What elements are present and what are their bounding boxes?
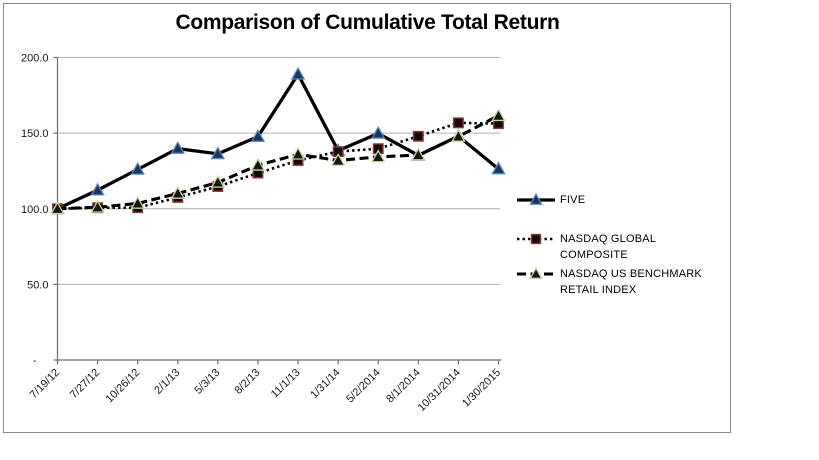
series-marker-2 — [330, 152, 346, 166]
chart-frame — [3, 3, 731, 433]
series-marker-2 — [411, 147, 426, 161]
legend-label-nasdaq-us-benchmark-retail: NASDAQ US BENCHMARK RETAIL INDEX — [560, 268, 702, 296]
x-tick-label: 7/27/12 — [68, 367, 102, 401]
nasdaq-global-composite-line-sample-icon — [517, 233, 555, 245]
legend-sample-marker — [530, 233, 542, 245]
legend-label-five: FIVE — [560, 194, 586, 206]
legend-item-nasdaq-global-composite: NASDAQ GLOBAL COMPOSITE — [517, 231, 712, 263]
y-tick-label: 200.0 — [21, 53, 49, 65]
series-marker-2 — [130, 195, 145, 209]
series-marker-0 — [130, 161, 145, 175]
y-tick-label: 150.0 — [21, 128, 49, 140]
series-marker-2 — [491, 108, 506, 122]
series-line-2 — [57, 114, 500, 211]
x-tick-label: 5/2/2014 — [344, 367, 383, 406]
x-tick-label: 10/26/12 — [104, 367, 143, 406]
nasdaq-us-benchmark-retail-line-sample-icon — [517, 267, 555, 279]
series-marker-2 — [90, 199, 105, 213]
legend-item-five: FIVE — [517, 192, 585, 208]
x-tick-label: 1/31/14 — [308, 367, 342, 401]
legend-label-nasdaq-global-composite: NASDAQ GLOBAL COMPOSITE — [560, 233, 656, 261]
series-marker-0 — [210, 146, 226, 160]
legend-item-nasdaq-us-benchmark-retail: NASDAQ US BENCHMARK RETAIL INDEX — [517, 266, 712, 298]
series-marker-0 — [170, 140, 185, 154]
x-tick-label: 5/3/13 — [192, 367, 222, 397]
x-tick-label: 8/2/13 — [232, 367, 262, 397]
x-tick-label: 7/19/12 — [28, 367, 62, 401]
series-marker-2 — [170, 185, 185, 199]
series-marker-1 — [452, 117, 464, 129]
series-marker-0 — [250, 129, 266, 142]
y-tick-label: - — [33, 355, 37, 367]
legend-sample-marker — [529, 193, 543, 205]
series-marker-0 — [90, 182, 105, 196]
series-line-1 — [57, 121, 499, 211]
y-tick-label: 100.0 — [21, 204, 49, 216]
five-line-sample-icon — [517, 193, 555, 205]
y-tick-label: 50.0 — [27, 279, 48, 291]
x-tick-label: 8/1/2014 — [384, 367, 423, 406]
series-marker-0 — [371, 125, 386, 139]
x-tick-label: 10/31/2014 — [416, 367, 463, 414]
series-marker-0 — [491, 161, 506, 175]
series-marker-2 — [371, 149, 386, 163]
chart-title: Comparison of Cumulative Total Return — [175, 11, 560, 34]
series-marker-2 — [451, 128, 466, 142]
series-marker-2 — [250, 157, 266, 171]
series-marker-1 — [412, 130, 424, 142]
series-marker-2 — [210, 174, 226, 188]
x-tick-label: 11/1/13 — [269, 367, 303, 401]
legend-sample-marker — [529, 267, 543, 279]
series-marker-0 — [290, 66, 306, 80]
x-tick-label: 2/1/13 — [152, 367, 182, 397]
x-tick-label: 1/30/2015 — [460, 367, 503, 410]
series-marker-2 — [50, 201, 65, 215]
series-marker-2 — [290, 146, 306, 160]
series-line-0 — [56, 71, 500, 211]
